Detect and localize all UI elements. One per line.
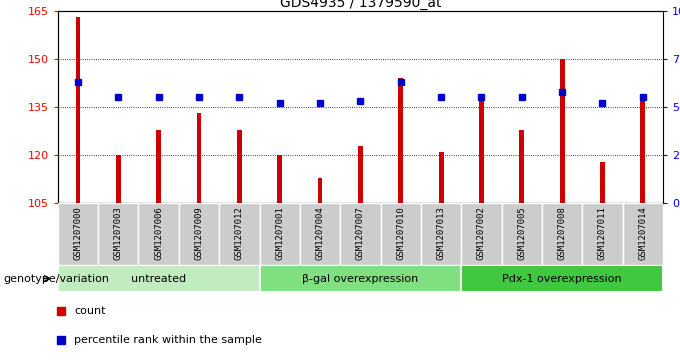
Bar (502, 203, 542, 265)
Text: GSM1207002: GSM1207002 (477, 206, 486, 260)
Title: GDS4935 / 1379590_at: GDS4935 / 1379590_at (279, 0, 441, 10)
Bar (381, 203, 421, 265)
Text: GSM1207005: GSM1207005 (517, 206, 526, 260)
Text: genotype/variation: genotype/variation (3, 274, 109, 284)
Text: GSM1207008: GSM1207008 (558, 206, 566, 260)
Bar (116, 155, 121, 203)
Text: GSM1207011: GSM1207011 (598, 206, 607, 260)
Text: GSM1207001: GSM1207001 (275, 206, 284, 260)
Bar (479, 98, 484, 203)
Bar (237, 130, 242, 203)
Text: GSM1207004: GSM1207004 (316, 206, 324, 260)
Bar (520, 130, 524, 203)
Bar (139, 203, 179, 265)
Bar (98, 203, 139, 265)
Bar (623, 203, 663, 265)
Bar (156, 130, 161, 203)
Text: untreated: untreated (131, 274, 186, 284)
Bar (318, 178, 322, 203)
Bar (600, 162, 605, 203)
Bar (358, 146, 363, 203)
Text: GSM1207013: GSM1207013 (437, 206, 445, 260)
Bar (260, 203, 300, 265)
Bar (398, 78, 403, 203)
Text: GSM1207000: GSM1207000 (73, 206, 82, 260)
Bar (219, 203, 260, 265)
Bar (340, 203, 381, 265)
Text: count: count (74, 306, 106, 316)
Bar (197, 114, 201, 203)
Text: GSM1207006: GSM1207006 (154, 206, 163, 260)
Bar (75, 17, 80, 203)
Bar (421, 203, 461, 265)
Text: GSM1207012: GSM1207012 (235, 206, 244, 260)
Bar (560, 59, 564, 203)
Bar (300, 203, 340, 265)
Text: β-gal overexpression: β-gal overexpression (303, 274, 418, 284)
Bar (260, 265, 461, 292)
Text: GSM1207007: GSM1207007 (356, 206, 365, 260)
Bar (641, 101, 645, 203)
Text: GSM1207009: GSM1207009 (194, 206, 203, 260)
Bar (461, 265, 663, 292)
Bar (58, 203, 98, 265)
Bar (277, 155, 282, 203)
Bar (461, 203, 502, 265)
Text: GSM1207014: GSM1207014 (639, 206, 647, 260)
Text: GSM1207010: GSM1207010 (396, 206, 405, 260)
Text: GSM1207003: GSM1207003 (114, 206, 123, 260)
Text: percentile rank within the sample: percentile rank within the sample (74, 335, 262, 345)
Bar (439, 152, 443, 203)
Bar (582, 203, 623, 265)
Bar (179, 203, 219, 265)
Bar (542, 203, 582, 265)
Bar (58, 265, 260, 292)
Text: Pdx-1 overexpression: Pdx-1 overexpression (503, 274, 622, 284)
